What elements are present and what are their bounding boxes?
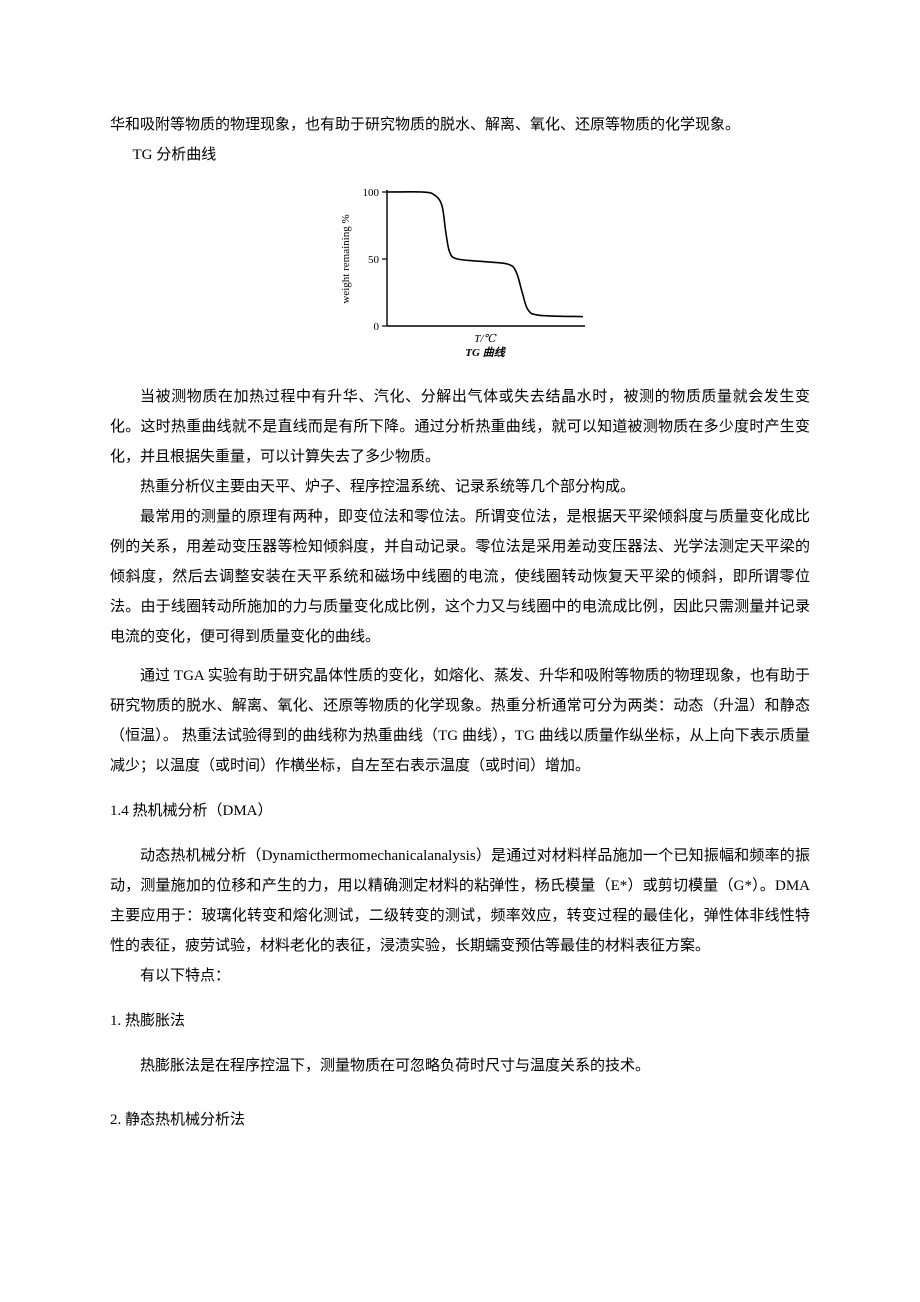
list-item-2-label: 2. 静态热机械分析法	[110, 1105, 810, 1135]
tg-curve-chart: 0 50 100 weight remaining % T/℃TG 曲线	[325, 178, 595, 368]
svg-text:100: 100	[363, 187, 380, 199]
svg-text:T/℃: T/℃	[474, 333, 497, 345]
paragraph-features-intro: 有以下特点：	[110, 961, 810, 991]
paragraph-balance-parts: 热重分析仪主要由天平、炉子、程序控温系统、记录系统等几个部分构成。	[110, 472, 810, 502]
paragraph-continuation: 华和吸附等物质的物理现象，也有助于研究物质的脱水、解离、氧化、还原等物质的化学现…	[110, 110, 810, 140]
spacer	[110, 1081, 810, 1090]
svg-text:TG 曲线: TG 曲线	[465, 346, 506, 359]
spacer	[110, 652, 810, 661]
tg-curve-caption-intro: TG 分析曲线	[110, 140, 810, 170]
list-item-1-body: 热膨胀法是在程序控温下，测量物质在可忽略负荷时尺寸与温度关系的技术。	[110, 1051, 810, 1081]
paragraph-measure-principle: 最常用的测量的原理有两种，即变位法和零位法。所谓变位法，是根据天平梁倾斜度与质量…	[110, 502, 810, 652]
list-item-1-label: 1. 热膨胀法	[110, 1006, 810, 1036]
paragraph-tg-explain: 当被测物质在加热过程中有升华、汽化、分解出气体或失去结晶水时，被测的物质质量就会…	[110, 382, 810, 472]
paragraph-dma-intro: 动态热机械分析（Dynamicthermomechanicalanalysis）…	[110, 841, 810, 961]
svg-text:50: 50	[368, 254, 380, 266]
svg-text:weight remaining %: weight remaining %	[340, 214, 352, 303]
tg-chart-container: 0 50 100 weight remaining % T/℃TG 曲线	[110, 178, 810, 368]
document-page: 华和吸附等物质的物理现象，也有助于研究物质的脱水、解离、氧化、还原等物质的化学现…	[0, 0, 920, 1302]
svg-text:0: 0	[374, 321, 380, 333]
section-heading-dma: 1.4 热机械分析（DMA）	[110, 796, 810, 826]
paragraph-tga-summary: 通过 TGA 实验有助于研究晶体性质的变化，如熔化、蒸发、升华和吸附等物质的物理…	[110, 661, 810, 781]
